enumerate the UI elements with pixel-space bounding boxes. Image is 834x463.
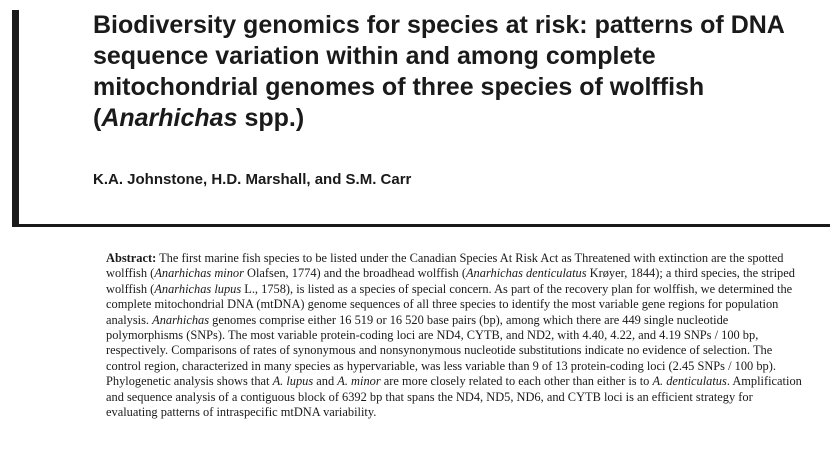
abstract: Abstract: The first marine fish species …	[106, 251, 806, 420]
article-title: Biodiversity genomics for species at ris…	[93, 10, 813, 134]
title-text: Biodiversity genomics for species at ris…	[93, 11, 784, 132]
abstract-text: and	[313, 374, 338, 389]
species-name: Anarhichas minor	[154, 266, 244, 281]
abstract-text: The first marine fish species to be list…	[106, 251, 784, 281]
species-name: A. lupus	[272, 374, 314, 389]
title-block	[12, 10, 830, 227]
species-name: A. minor	[337, 374, 381, 389]
species-name: A. denticulatus	[652, 374, 727, 389]
genus-name: Anarhichas	[152, 312, 210, 327]
abstract-text: Krøyer, 1844); a third species, the stri…	[106, 266, 795, 296]
abstract-text: . Amplification and sequence analysis of…	[106, 374, 802, 420]
title-suffix: spp.)	[237, 104, 305, 132]
abstract-text: Olafsen, 1774) and the broadhead wolffis…	[243, 266, 466, 281]
species-name: Anarhichas lupus	[154, 281, 242, 296]
abstract-text: are more closely related to each other t…	[380, 374, 653, 389]
abstract-text: genomes comprise either 16 519 or 16 520…	[106, 312, 776, 389]
species-name: Anarhichas denticulatus	[465, 266, 587, 281]
author-list: K.A. Johnstone, H.D. Marshall, and S.M. …	[93, 171, 412, 188]
title-genus: Anarhichas	[101, 104, 238, 132]
abstract-text: L., 1758), is listed as a species of spe…	[106, 281, 793, 327]
abstract-label: Abstract:	[106, 251, 157, 265]
